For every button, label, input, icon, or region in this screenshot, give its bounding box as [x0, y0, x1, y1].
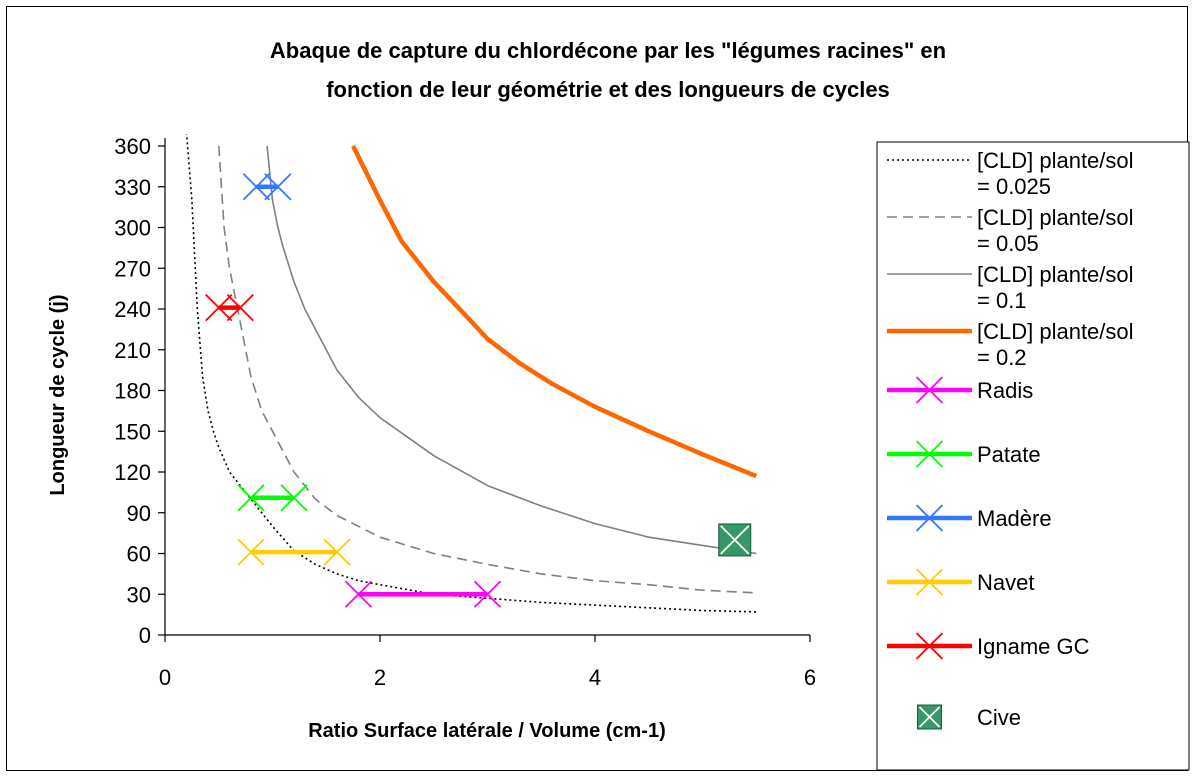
- legend-label-range-2: Madère: [977, 506, 1052, 531]
- legend-label-range-0: Radis: [977, 378, 1033, 403]
- range-marker-start-4-b: [205, 294, 233, 322]
- series-line-cld-2: [266, 145, 757, 555]
- legend-label-cld-0-line2: = 0.025: [977, 174, 1051, 199]
- legend-label-cld-1-line1: [CLD] plante/sol: [977, 205, 1134, 230]
- x-tick-label: 0: [159, 665, 171, 690]
- series-line-cld-3: [351, 145, 758, 479]
- y-tick-label: 330: [114, 175, 151, 200]
- x-tick-label: 4: [589, 665, 601, 690]
- chart-title-line1: Abaque de capture du chlordécone par les…: [270, 38, 946, 63]
- plot-area: 0 30 60 90 120 150 180 210 240 270 300 330 360 0 2 4 6: [114, 134, 816, 690]
- range-marker-end-3-b: [323, 538, 351, 566]
- x-tick-label: 6: [804, 665, 816, 690]
- series-line-cld-1: [218, 145, 757, 594]
- y-tick-label: 210: [114, 338, 151, 363]
- legend-swatch-marker-4-b: [915, 632, 944, 660]
- legend-label-cive: Cive: [977, 705, 1021, 730]
- legend-label-cld-3-line2: = 0.2: [977, 345, 1027, 370]
- legend-swatch-marker-2-b: [915, 504, 944, 532]
- legend-swatch-marker-0-b: [915, 376, 944, 404]
- x-axis-title: Ratio Surface latérale / Volume (cm-1): [308, 720, 666, 742]
- x-tick-label: 2: [374, 665, 386, 690]
- point-marker-cive-x-b: [720, 525, 750, 555]
- y-tick-label: 150: [114, 419, 151, 444]
- range-marker-end-2-b: [264, 173, 292, 201]
- legend-label-cld-3-line1: [CLD] plante/sol: [977, 319, 1134, 344]
- y-axis-title: Longueur de cycle (j): [47, 294, 69, 495]
- y-tick-label: 270: [114, 256, 151, 281]
- y-tick-label: 360: [114, 134, 151, 159]
- range-marker-end-0-b: [473, 580, 502, 608]
- range-marker-start-2-b: [242, 173, 271, 201]
- legend-label-range-1: Patate: [977, 442, 1041, 467]
- legend-swatch-cive-x-b: [918, 706, 941, 728]
- legend-swatch-marker-1-b: [915, 440, 944, 468]
- y-tick-label: 120: [114, 460, 151, 485]
- legend-label-cld-2-line1: [CLD] plante/sol: [977, 262, 1134, 287]
- legend-label-cld-2-line2: = 0.1: [977, 288, 1027, 313]
- legend-swatch-marker-3-b: [915, 568, 944, 596]
- curves-group: [185, 134, 758, 613]
- range-marker-end-4-b: [226, 294, 254, 322]
- range-marker-start-3-b: [237, 538, 265, 566]
- range-marker-start-1-b: [237, 484, 265, 512]
- legend-label-range-4: Igname GC: [977, 634, 1090, 659]
- range-marker-end-1-b: [280, 484, 308, 512]
- y-tick-label: 300: [114, 216, 151, 241]
- y-tick-label: 60: [127, 542, 151, 567]
- y-tick-label: 180: [114, 379, 151, 404]
- legend: [CLD] plante/sol= 0.025[CLD] plante/sol=…: [876, 141, 1190, 771]
- y-tick-label: 90: [127, 501, 151, 526]
- y-tick-label: 30: [127, 582, 151, 607]
- y-tick-label: 0: [139, 623, 151, 648]
- y-tick-label: 240: [114, 297, 151, 322]
- chart-title-line2: fonction de leur géométrie et des longue…: [326, 77, 890, 102]
- legend-label-cld-0-line1: [CLD] plante/sol: [977, 148, 1134, 173]
- range-marker-start-0-b: [344, 580, 373, 608]
- legend-label-cld-1-line2: = 0.05: [977, 231, 1039, 256]
- legend-label-range-3: Navet: [977, 570, 1034, 595]
